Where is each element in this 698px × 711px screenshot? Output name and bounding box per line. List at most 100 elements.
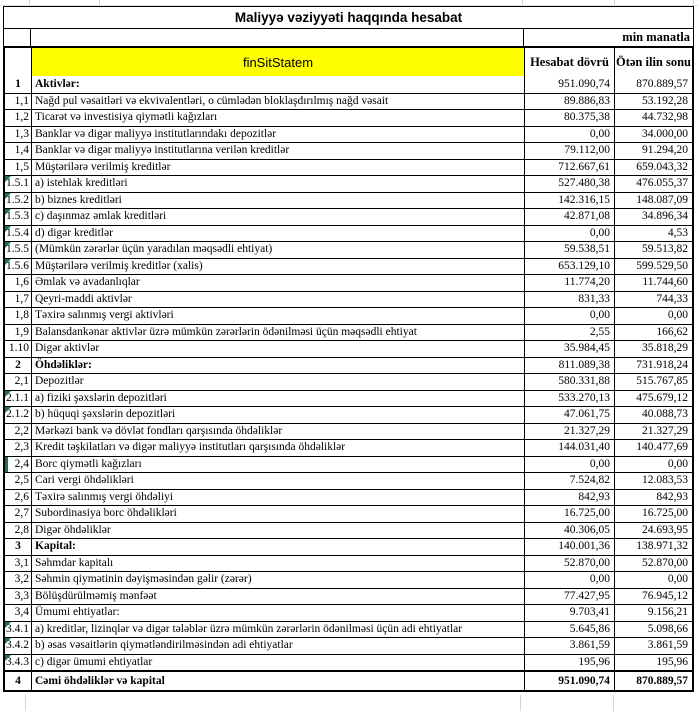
row-previous-value-cell[interactable]: 515.767,85 [615, 374, 692, 390]
row-id-cell[interactable]: 2.1.1 [5, 390, 32, 406]
row-previous-value-cell[interactable]: 731.918,24 [615, 358, 692, 374]
row-current-value-cell[interactable]: 0,00 [525, 308, 615, 324]
row-current-value-cell[interactable]: 42.871,08 [525, 209, 615, 225]
report-title-cell[interactable]: Maliyyə vəziyyəti haqqında hesabat [3, 6, 694, 29]
row-current-value-cell[interactable]: 5.645,86 [525, 621, 615, 637]
row-current-value-cell[interactable]: 59.538,51 [525, 242, 615, 258]
row-previous-value-cell[interactable]: 34.896,34 [615, 209, 692, 225]
row-label-cell[interactable]: b) hüquqi şəxslərin depozitləri [32, 407, 525, 423]
row-current-value-cell[interactable]: 951.090,74 [525, 672, 615, 690]
row-label-cell[interactable]: Depozitlər [32, 374, 525, 390]
row-current-value-cell[interactable]: 21.327,29 [525, 423, 615, 439]
row-label-cell[interactable]: a) kreditlər, lizinqlər və digər tələblə… [32, 621, 525, 637]
row-previous-value-cell[interactable]: 9.156,21 [615, 605, 692, 621]
row-id-cell[interactable]: 1,7 [5, 291, 32, 307]
row-previous-value-cell[interactable]: 744,33 [615, 292, 692, 308]
row-previous-value-cell[interactable]: 76.945,12 [615, 589, 692, 605]
row-label-cell[interactable]: Müştərilərə verilmiş kreditlər (xalis) [32, 258, 525, 274]
row-previous-value-cell[interactable]: 138.971,32 [615, 539, 692, 555]
row-label-cell[interactable]: b) biznes kreditləri [32, 192, 525, 208]
row-previous-value-cell[interactable]: 16.725,00 [615, 506, 692, 522]
row-id-cell[interactable]: 1,3 [5, 126, 32, 142]
row-current-value-cell[interactable]: 195,96 [525, 654, 615, 670]
row-current-value-cell[interactable]: 89.886,83 [525, 93, 615, 109]
row-id-cell[interactable]: 1,2 [5, 110, 32, 126]
row-current-value-cell[interactable]: 951.090,74 [525, 76, 615, 93]
row-current-value-cell[interactable]: 40.306,05 [525, 522, 615, 538]
row-current-value-cell[interactable]: 79.112,00 [525, 143, 615, 159]
row-id-cell[interactable]: 3.4.3 [5, 654, 32, 670]
row-current-value-cell[interactable]: 11.774,20 [525, 275, 615, 291]
row-label-cell[interactable]: Təxirə salınmış vergi öhdəliyi [32, 489, 525, 505]
row-id-cell[interactable]: 1,9 [5, 324, 32, 340]
row-current-value-cell[interactable]: 52.870,00 [525, 555, 615, 571]
row-current-value-cell[interactable]: 77.427,95 [525, 588, 615, 604]
row-previous-value-cell[interactable]: 0,00 [615, 457, 692, 473]
row-previous-value-cell[interactable]: 475.679,12 [615, 391, 692, 407]
row-current-value-cell[interactable]: 0,00 [525, 126, 615, 142]
row-current-value-cell[interactable]: 580.331,88 [525, 374, 615, 390]
row-previous-value-cell[interactable]: 0,00 [615, 572, 692, 588]
unit-row-spacer-cell[interactable] [31, 28, 524, 46]
row-previous-value-cell[interactable]: 12.083,53 [615, 473, 692, 489]
row-current-value-cell[interactable]: 140.001,36 [525, 539, 615, 555]
unit-note-cell[interactable]: min manatla [524, 28, 693, 46]
row-id-cell[interactable]: 1.5.3 [5, 209, 32, 225]
row-current-value-cell[interactable]: 0,00 [525, 572, 615, 588]
row-label-cell[interactable]: (Mümkün zərərlər üçün yaradılan məqsədli… [32, 242, 525, 258]
row-current-value-cell[interactable]: 35.984,45 [525, 341, 615, 357]
row-label-cell[interactable]: Kredit təşkilatları və digər maliyyə ins… [32, 440, 525, 456]
row-id-cell[interactable]: 3,2 [5, 572, 32, 588]
header-previous-period-cell[interactable]: Ötən ilin sonu [615, 48, 692, 76]
row-label-cell[interactable]: Təxirə salınmış vergi aktivləri [32, 308, 525, 324]
row-current-value-cell[interactable]: 831,33 [525, 291, 615, 307]
row-previous-value-cell[interactable]: 21.327,29 [615, 424, 692, 440]
row-id-cell[interactable]: 3,3 [5, 588, 32, 604]
row-previous-value-cell[interactable]: 842,93 [615, 490, 692, 506]
row-label-cell[interactable]: Ticarət və investisiya qiymətli kağızlar… [32, 110, 525, 126]
row-previous-value-cell[interactable]: 599.529,50 [615, 259, 692, 275]
row-label-cell[interactable]: c) digər ümumi ehtiyatlar [32, 654, 525, 670]
row-previous-value-cell[interactable]: 11.744,60 [615, 275, 692, 291]
row-id-cell[interactable]: 2,4 [5, 456, 32, 472]
row-previous-value-cell[interactable]: 870.889,57 [615, 76, 692, 93]
unit-row-id-cell[interactable] [4, 28, 31, 46]
row-current-value-cell[interactable]: 0,00 [525, 456, 615, 472]
row-id-cell[interactable]: 1.10 [5, 341, 32, 357]
row-previous-value-cell[interactable]: 52.870,00 [615, 556, 692, 572]
row-label-cell[interactable]: Cəmi öhdəliklər və kapital [32, 672, 525, 690]
row-label-cell[interactable]: Borc qiymətli kağızları [32, 456, 525, 472]
row-label-cell[interactable]: Balansdankənar aktivlər üzrə mümkün zərə… [32, 324, 525, 340]
row-label-cell[interactable]: Əmlak və avadanlıqlar [32, 275, 525, 291]
row-label-cell[interactable]: Öhdəliklər: [32, 357, 525, 373]
row-previous-value-cell[interactable]: 3.861,59 [615, 638, 692, 654]
row-id-cell[interactable]: 3.4.1 [5, 621, 32, 637]
row-label-cell[interactable]: Səhmdar kapitalı [32, 555, 525, 571]
row-current-value-cell[interactable]: 527.480,38 [525, 176, 615, 192]
row-label-cell[interactable]: Müştərilərə verilmiş kreditlər [32, 159, 525, 175]
row-current-value-cell[interactable]: 16.725,00 [525, 506, 615, 522]
row-label-cell[interactable]: a) fiziki şəxslərin depozitləri [32, 390, 525, 406]
row-previous-value-cell[interactable]: 166,62 [615, 325, 692, 341]
row-id-cell[interactable]: 2,8 [5, 522, 32, 538]
row-current-value-cell[interactable]: 47.061,75 [525, 407, 615, 423]
row-label-cell[interactable]: Cari vergi öhdəlikləri [32, 473, 525, 489]
row-id-cell[interactable]: 1.5.4 [5, 225, 32, 241]
row-id-cell[interactable]: 1.5.1 [5, 176, 32, 192]
row-id-cell[interactable]: 1.5.2 [5, 192, 32, 208]
row-id-cell[interactable]: 2,6 [5, 489, 32, 505]
row-id-cell[interactable]: 2,1 [5, 374, 32, 390]
row-label-cell[interactable]: Digər öhdəliklər [32, 522, 525, 538]
row-previous-value-cell[interactable]: 0,00 [615, 308, 692, 324]
row-previous-value-cell[interactable]: 659.043,32 [615, 160, 692, 176]
row-current-value-cell[interactable]: 144.031,40 [525, 440, 615, 456]
row-current-value-cell[interactable]: 653.129,10 [525, 258, 615, 274]
row-label-cell[interactable]: Bölüşdürülməmiş mənfəət [32, 588, 525, 604]
row-previous-value-cell[interactable]: 870.889,57 [615, 672, 692, 690]
row-previous-value-cell[interactable]: 59.513,82 [615, 242, 692, 258]
row-previous-value-cell[interactable]: 4,53 [615, 226, 692, 242]
row-label-cell[interactable]: Nağd pul vəsaitləri və ekvivalentləri, o… [32, 93, 525, 109]
row-label-cell[interactable]: c) daşınmaz əmlak kreditləri [32, 209, 525, 225]
row-id-cell[interactable]: 2,5 [5, 473, 32, 489]
row-label-cell[interactable]: Subordinasiya borc öhdəlikləri [32, 506, 525, 522]
